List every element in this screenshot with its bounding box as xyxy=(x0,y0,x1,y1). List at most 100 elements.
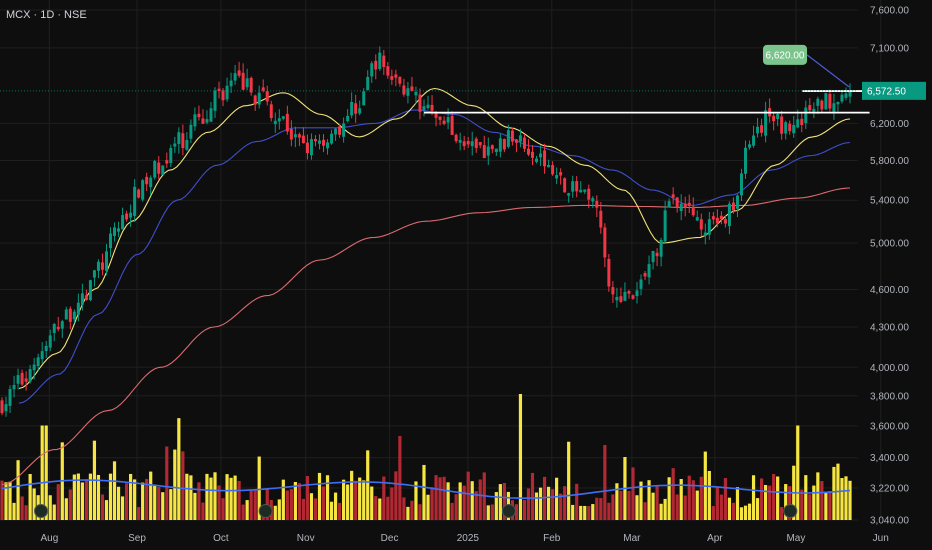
candle xyxy=(611,281,615,303)
candle xyxy=(514,139,518,153)
candle xyxy=(647,255,651,285)
volume-bar xyxy=(751,475,756,520)
candle-body xyxy=(209,108,213,122)
candle-body xyxy=(72,311,76,320)
candle xyxy=(133,179,137,222)
volume-bar xyxy=(16,460,20,520)
volume-moving-average xyxy=(1,479,851,500)
candle-body xyxy=(44,345,48,352)
volume-bar xyxy=(325,475,330,520)
volume-bar xyxy=(699,476,703,520)
candle-body xyxy=(735,195,739,209)
candle-body xyxy=(655,252,659,257)
candle xyxy=(522,133,526,153)
volume-bar xyxy=(333,492,338,520)
y-tick-label: 3,040.00 xyxy=(870,516,909,527)
candle-body xyxy=(784,122,788,134)
y-tick-label: 3,400.00 xyxy=(870,453,909,464)
candle-body xyxy=(181,133,185,149)
candle-body xyxy=(418,94,422,112)
volume-bar xyxy=(788,486,792,520)
candle xyxy=(490,144,494,154)
candle xyxy=(265,85,269,106)
x-tick-label: Sep xyxy=(128,533,146,544)
candle-body xyxy=(535,158,539,162)
volume-bar xyxy=(4,482,8,520)
candle-body xyxy=(125,213,129,220)
candle-body xyxy=(354,103,358,114)
volume-bar xyxy=(844,476,848,520)
candle-body xyxy=(539,153,543,158)
candle xyxy=(8,385,12,413)
candle xyxy=(378,46,382,71)
candle-body xyxy=(615,296,619,301)
time-axis[interactable]: Aug Sep Oct Nov Dec 2025 Feb Mar Apr May Jun xyxy=(40,533,888,544)
candle xyxy=(309,133,313,160)
volume-bar xyxy=(627,490,631,520)
volume-bar xyxy=(828,491,832,520)
volume-bar xyxy=(583,505,587,520)
volume-bar xyxy=(233,475,237,520)
candle xyxy=(828,89,832,112)
candle-body xyxy=(177,132,181,144)
candle xyxy=(358,100,362,116)
volume-bar xyxy=(563,486,567,520)
candle-body xyxy=(370,63,374,77)
candle-body xyxy=(683,203,687,209)
candle xyxy=(4,396,8,417)
candle-body xyxy=(844,93,848,98)
candle-body xyxy=(185,140,189,150)
candle xyxy=(583,189,587,194)
candle xyxy=(313,135,317,147)
candle xyxy=(48,329,52,352)
ma-slow-line xyxy=(1,187,851,486)
volume-bar xyxy=(120,496,125,520)
volume-bar xyxy=(643,502,647,520)
volume-bar xyxy=(165,446,169,520)
candle xyxy=(12,375,16,398)
candle xyxy=(739,168,743,201)
target-badge-label: 6,620.00 xyxy=(766,50,805,61)
candle-body xyxy=(627,291,631,294)
candle-body xyxy=(24,378,28,382)
volume-bar xyxy=(398,436,402,520)
candle xyxy=(394,69,398,87)
candle-body xyxy=(772,115,776,122)
candle xyxy=(72,309,76,324)
candle xyxy=(52,322,56,342)
candle-body xyxy=(165,160,169,164)
candle xyxy=(699,213,703,237)
candle xyxy=(510,127,514,146)
candle xyxy=(526,139,530,157)
candle xyxy=(289,120,293,147)
candle xyxy=(125,210,129,222)
candle-body xyxy=(430,104,434,111)
candle xyxy=(68,306,72,330)
volume-bar xyxy=(546,486,551,520)
candle-body xyxy=(832,103,836,112)
candle-body xyxy=(824,93,828,110)
candle xyxy=(784,120,788,140)
candle xyxy=(667,198,671,208)
candle xyxy=(470,131,474,156)
candle xyxy=(205,110,209,125)
volume-bar xyxy=(458,482,462,520)
volume-bar xyxy=(129,473,133,520)
candle-body xyxy=(748,144,752,148)
volume-bar xyxy=(422,464,426,520)
volume-bar xyxy=(317,472,322,520)
candle xyxy=(177,127,181,154)
volume-bar xyxy=(197,482,201,520)
volume-bar xyxy=(498,484,502,520)
candle xyxy=(450,111,454,135)
candle-body xyxy=(48,335,52,348)
candle-body xyxy=(442,120,446,124)
grid-lines xyxy=(0,0,882,521)
price-axis[interactable]: 7,600.00 7,100.00 6,200.00 5,800.00 5,400.00… xyxy=(870,6,909,527)
candle-body xyxy=(663,210,667,242)
candle xyxy=(715,209,719,228)
candle xyxy=(462,135,466,151)
volume-bar xyxy=(796,425,800,520)
